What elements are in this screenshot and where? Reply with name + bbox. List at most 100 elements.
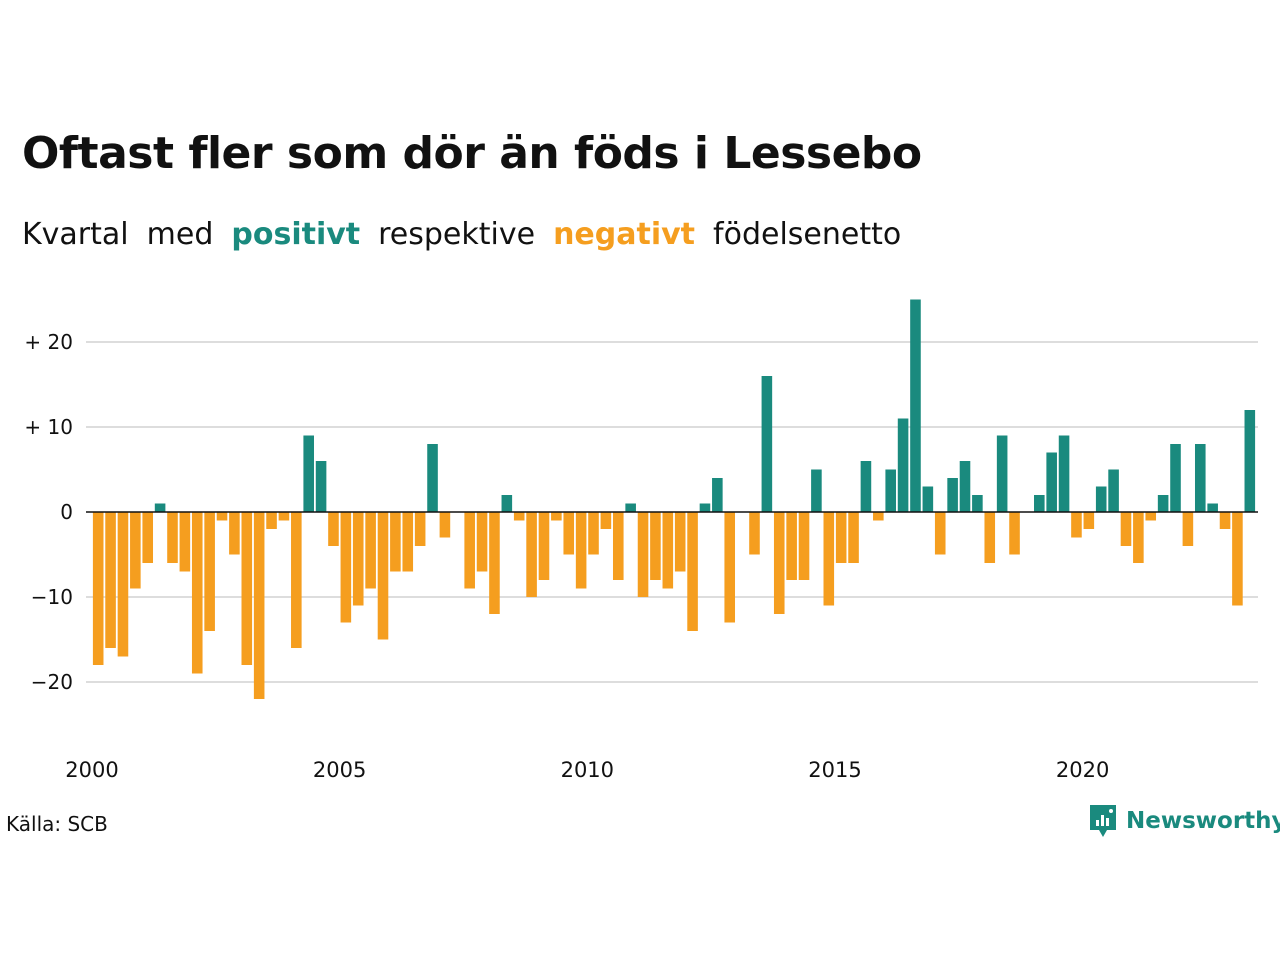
bar (142, 512, 154, 563)
bar (1182, 512, 1194, 546)
bar (464, 512, 475, 589)
bar (489, 512, 500, 614)
bar (1207, 503, 1218, 512)
bar (526, 512, 537, 597)
bar (588, 512, 599, 555)
bar (229, 512, 240, 555)
bar (786, 512, 797, 580)
bar (687, 512, 698, 631)
bar (278, 512, 290, 521)
bar (724, 512, 736, 623)
bar (414, 512, 426, 546)
bar (984, 512, 996, 563)
bar (773, 512, 785, 614)
bar (253, 512, 265, 699)
subtitle-word: Kvartal (22, 217, 129, 252)
bar (650, 512, 661, 580)
grid-lines (86, 341, 1258, 683)
y-tick-label: 0 (60, 500, 73, 524)
bar (873, 512, 884, 521)
bar (105, 512, 116, 648)
bar (934, 512, 946, 555)
bar (811, 469, 822, 512)
bar (476, 512, 488, 572)
bar (154, 503, 166, 512)
bar (600, 512, 612, 529)
bar (699, 503, 711, 512)
bar (761, 376, 773, 512)
bar (947, 478, 958, 512)
bar (266, 512, 277, 529)
bar (439, 512, 451, 538)
x-axis-ticks: 2000 2005 2010 2015 2020 (65, 758, 1109, 782)
bar (501, 495, 513, 512)
chart-title: Oftast fler som dör än föds i Lessebo (22, 128, 922, 179)
bar (1133, 512, 1144, 563)
bar (1083, 512, 1095, 529)
bar (328, 512, 339, 546)
bar (1071, 512, 1082, 538)
bar (1046, 452, 1057, 512)
bar (365, 512, 376, 589)
subtitle-positive-label: positivt (231, 217, 361, 252)
bar (712, 478, 723, 512)
bar (625, 503, 636, 512)
y-axis-ticks: + 20 + 10 0 −10 −20 (24, 330, 73, 694)
x-tick-label: 2010 (561, 758, 614, 782)
bar (1157, 495, 1169, 512)
bar (130, 512, 141, 589)
y-tick-label: −20 (31, 670, 73, 694)
bar (427, 444, 438, 512)
bar (848, 512, 859, 563)
bar (823, 512, 835, 606)
bar (910, 299, 921, 512)
chart-subtitle: Kvartal med positivt respektive negativt föde… (22, 217, 919, 252)
bar (513, 512, 525, 521)
y-tick-label: −10 (31, 585, 73, 609)
subtitle-word: födelsenetto (713, 217, 902, 252)
bar (340, 512, 352, 623)
bar (167, 512, 178, 563)
bar (996, 435, 1008, 512)
bar (897, 418, 909, 512)
bar (291, 512, 302, 648)
bar (241, 512, 253, 665)
bar (315, 461, 327, 512)
bar (1034, 495, 1045, 512)
newsworthy-logo-icon (1090, 805, 1116, 837)
bar (538, 512, 550, 580)
bar (1219, 512, 1231, 529)
bar (303, 435, 314, 512)
bar (402, 512, 414, 572)
bar (377, 512, 389, 640)
bar (1170, 444, 1181, 512)
bar (959, 461, 971, 512)
y-tick-label: + 10 (24, 415, 73, 439)
bar (204, 512, 215, 631)
bar (216, 512, 228, 521)
bar (835, 512, 847, 563)
bar (551, 512, 562, 521)
bar (92, 512, 104, 665)
x-tick-label: 2015 (808, 758, 861, 782)
bar (352, 512, 364, 606)
x-tick-label: 2020 (1056, 758, 1109, 782)
subtitle-word: med (146, 217, 214, 252)
bar (1120, 512, 1132, 546)
bar (179, 512, 191, 572)
brand-logo[interactable]: Newsworthy (1088, 803, 1280, 839)
subtitle-word: respektive (378, 217, 536, 252)
bar (922, 486, 934, 512)
source-note: Källa: SCB (6, 812, 108, 836)
bar (612, 512, 624, 580)
bar (390, 512, 401, 572)
bar (1145, 512, 1157, 521)
bar (674, 512, 686, 572)
subtitle-negative-label: negativt (553, 217, 696, 252)
bar (563, 512, 575, 555)
bar (1194, 444, 1206, 512)
x-tick-label: 2000 (65, 758, 118, 782)
bar (885, 469, 896, 512)
bar (798, 512, 810, 580)
